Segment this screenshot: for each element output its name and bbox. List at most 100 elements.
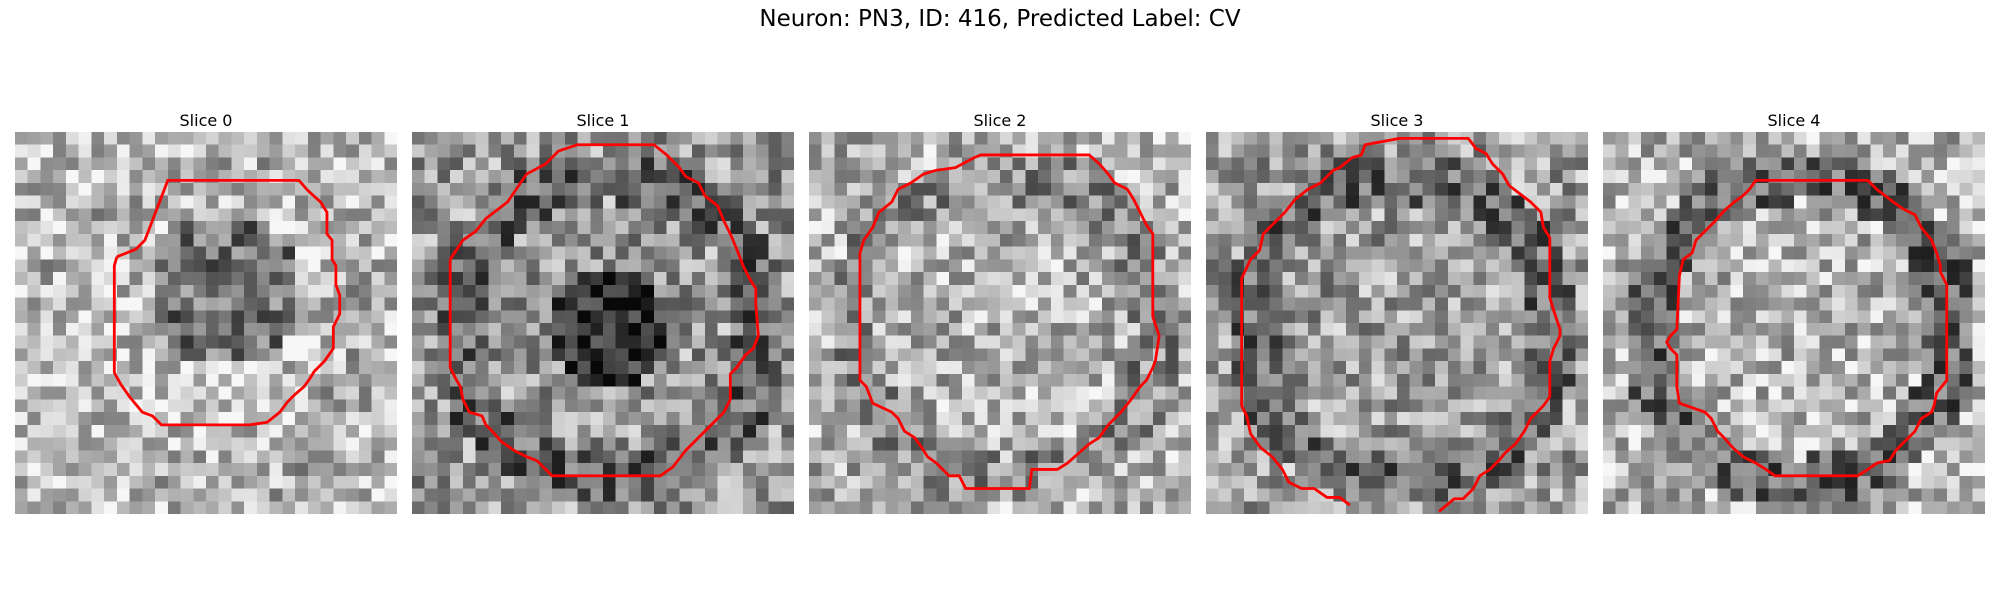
pixel <box>1473 437 1487 451</box>
pixel <box>1165 233 1179 247</box>
pixel <box>1295 361 1309 375</box>
pixel <box>488 501 502 514</box>
pixel <box>847 399 861 413</box>
pixel <box>1012 323 1026 336</box>
pixel <box>1768 437 1782 451</box>
pixel <box>1603 297 1616 311</box>
slice-title: Slice 0 <box>179 111 233 130</box>
pixel <box>462 284 476 298</box>
pixel <box>1000 463 1013 477</box>
pixel <box>78 361 92 375</box>
pixel <box>1946 182 1960 196</box>
red-contour <box>858 153 1161 490</box>
pixel <box>27 132 41 145</box>
pixel <box>961 284 975 298</box>
pixel <box>91 182 105 196</box>
pixel <box>653 284 667 298</box>
pixel <box>282 373 296 387</box>
pixel <box>1244 144 1258 158</box>
pixel <box>910 348 924 362</box>
pixel <box>1908 132 1922 145</box>
pixel <box>65 450 79 464</box>
pixel <box>1768 259 1782 273</box>
pixel <box>269 437 283 451</box>
pixel <box>1371 323 1385 336</box>
pixel <box>1447 297 1461 311</box>
pixel <box>1755 297 1769 311</box>
pixel <box>1206 412 1219 426</box>
pixel <box>1806 182 1820 196</box>
pixel <box>1628 310 1642 324</box>
pixel <box>1946 233 1960 247</box>
pixel <box>450 463 464 477</box>
pixel <box>590 310 604 324</box>
pixel <box>78 297 92 311</box>
pixel <box>666 297 680 311</box>
pixel <box>704 310 718 324</box>
pixel <box>333 221 347 235</box>
pixel <box>615 488 629 502</box>
pixel <box>679 399 693 413</box>
pixel <box>1178 272 1191 286</box>
pixel <box>1114 221 1128 235</box>
pixel <box>1768 450 1782 464</box>
pixel <box>1178 335 1191 349</box>
pixel <box>1730 335 1744 349</box>
pixel <box>1038 233 1052 247</box>
pixel <box>1038 297 1052 311</box>
pixel <box>269 272 283 286</box>
pixel <box>910 424 924 438</box>
pixel <box>1000 297 1013 311</box>
pixel <box>1089 475 1103 489</box>
pixel <box>27 233 41 247</box>
pixel <box>1743 323 1757 336</box>
pixel <box>320 475 334 489</box>
pixel <box>53 373 67 387</box>
pixel <box>1256 195 1270 209</box>
pixel <box>1768 424 1782 438</box>
pixel <box>872 259 886 273</box>
pixel <box>167 157 181 171</box>
pixel <box>987 424 1001 438</box>
pixel <box>1832 221 1846 235</box>
pixel <box>526 335 540 349</box>
pixel <box>1384 386 1398 400</box>
pixel <box>1397 424 1410 438</box>
pixel <box>974 488 988 502</box>
pixel <box>371 310 385 324</box>
pixel <box>412 412 425 426</box>
pixel <box>1000 323 1013 336</box>
pixel <box>1498 437 1512 451</box>
pixel <box>256 373 270 387</box>
pixel <box>1269 501 1283 514</box>
pixel <box>1152 399 1166 413</box>
pixel <box>1358 259 1372 273</box>
pixel <box>666 348 680 362</box>
pixel <box>462 132 476 145</box>
pixel <box>847 501 861 514</box>
pixel <box>641 399 655 413</box>
pixel <box>590 501 604 514</box>
pixel <box>781 488 794 502</box>
pixel <box>282 501 296 514</box>
pixel <box>1025 450 1039 464</box>
pixel <box>755 373 769 387</box>
pixel <box>949 132 963 145</box>
pixel <box>641 170 655 184</box>
pixel <box>116 437 130 451</box>
pixel <box>936 259 950 273</box>
pixel <box>1038 246 1052 260</box>
pixel <box>834 170 848 184</box>
pixel <box>424 373 438 387</box>
pixel <box>1435 335 1449 349</box>
pixel <box>1165 182 1179 196</box>
pixel <box>1371 361 1385 375</box>
pixel <box>244 488 258 502</box>
pixel <box>1781 323 1795 336</box>
pixel <box>1679 501 1693 514</box>
pixel <box>15 424 28 438</box>
pixel <box>885 348 899 362</box>
pixel <box>1101 132 1115 145</box>
pixel <box>847 170 861 184</box>
pixel <box>679 272 693 286</box>
